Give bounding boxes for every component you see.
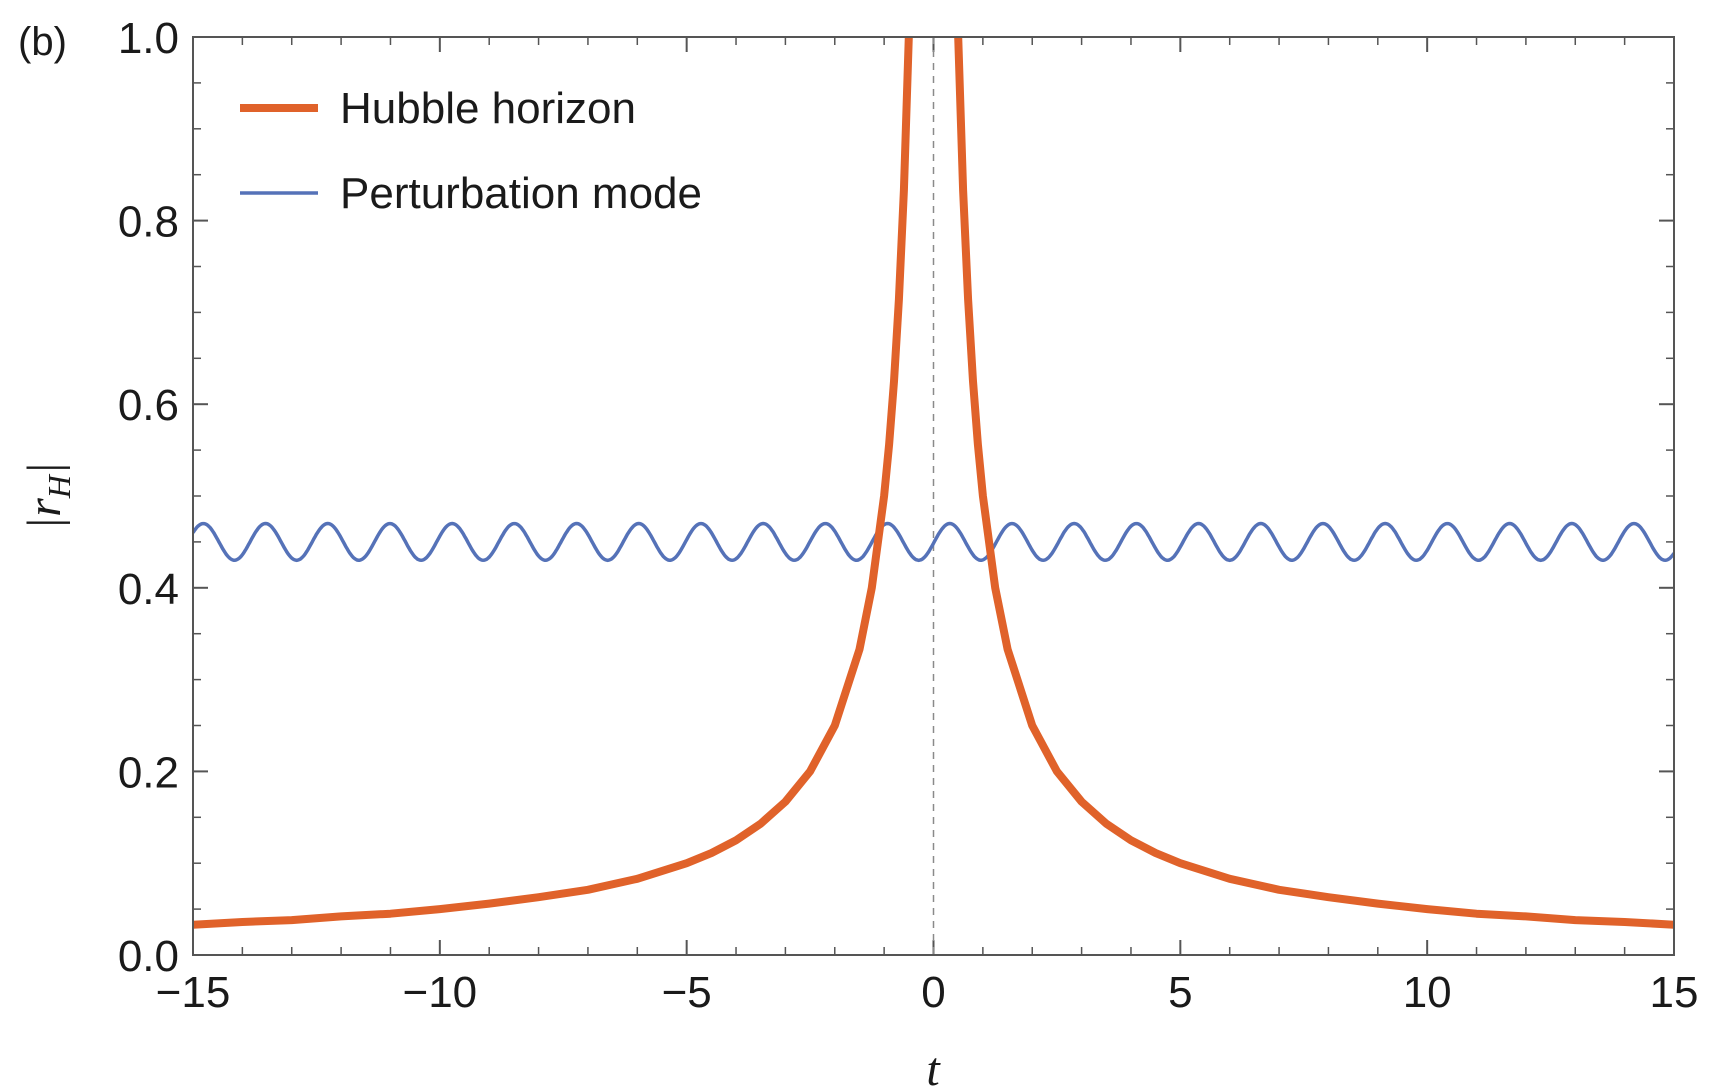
y-axis-title-close: | — [18, 462, 71, 475]
y-tick-label: 1.0 — [118, 14, 179, 63]
y-tick-label: 0.6 — [118, 381, 179, 430]
y-tick-labels: 0.0 0.2 0.4 0.6 0.8 1.0 — [118, 14, 179, 981]
x-tick-label: 10 — [1403, 968, 1452, 1017]
legend: Hubble horizon Perturbation mode — [240, 84, 702, 218]
plot-frame — [192, 36, 1675, 956]
x-tick-labels: −15 −10 −5 0 5 10 15 — [156, 968, 1699, 1017]
y-tick-label: 0.8 — [118, 198, 179, 247]
y-axis-title: |rH| — [18, 462, 77, 530]
x-tick-label: −15 — [156, 968, 231, 1017]
y-tick-label: 0.2 — [118, 748, 179, 797]
y-axis-title-subscript: H — [41, 473, 77, 499]
legend-label-perturbation-mode: Perturbation mode — [340, 169, 702, 218]
x-tick-label: 0 — [921, 968, 945, 1017]
x-tick-label: 5 — [1168, 968, 1192, 1017]
minor-ticks — [193, 37, 1674, 955]
legend-label-hubble-horizon: Hubble horizon — [340, 84, 636, 133]
y-tick-label: 0.0 — [118, 932, 179, 981]
series-line-hubble-horizon — [193, 37, 1674, 929]
x-tick-label: 15 — [1650, 968, 1699, 1017]
series-line-perturbation-mode — [193, 521, 1674, 563]
x-tick-label: −10 — [403, 968, 478, 1017]
y-axis-title-main: |r — [18, 498, 71, 530]
y-tick-label: 0.4 — [118, 565, 179, 614]
x-tick-label: −5 — [662, 968, 712, 1017]
panel-label: (b) — [18, 20, 67, 64]
x-axis-title: t — [926, 1043, 941, 1090]
